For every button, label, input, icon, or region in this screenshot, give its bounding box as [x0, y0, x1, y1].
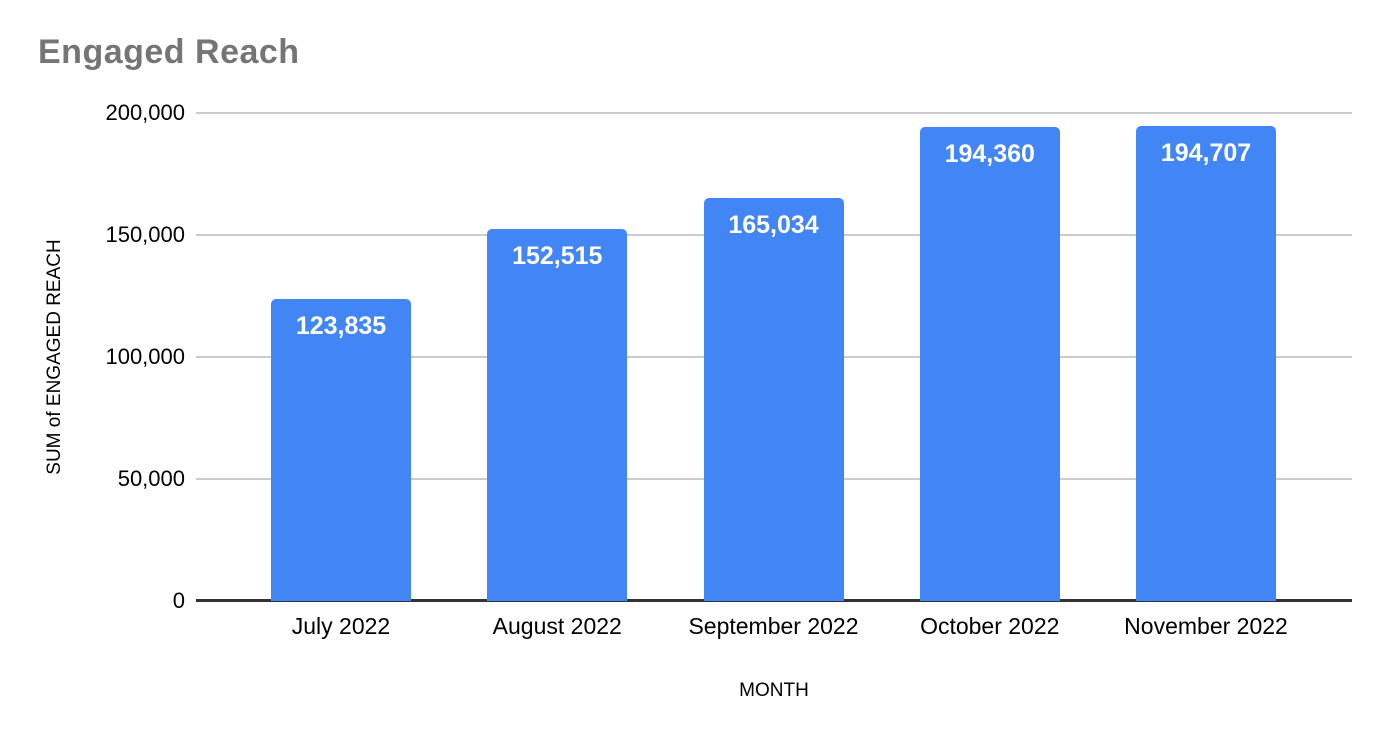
bar-august-2022[interactable]: 152,515 — [487, 228, 628, 601]
y-tick-label: 200,000 — [105, 100, 185, 125]
x-axis-title: MONTH — [739, 680, 809, 701]
gridline — [196, 112, 1352, 114]
bar-value-label: 165,034 — [728, 211, 819, 240]
y-tick-label: 50,000 — [117, 466, 185, 491]
bar-value-label: 152,515 — [512, 241, 603, 270]
bar-october-2022[interactable]: 194,360 — [919, 126, 1060, 601]
bar-value-label: 194,707 — [1160, 138, 1252, 167]
x-tick-label: October 2022 — [920, 613, 1060, 639]
chart-title: Engaged Reach — [38, 33, 300, 71]
x-tick-label: September 2022 — [688, 613, 859, 639]
y-tick-label: 150,000 — [105, 222, 185, 247]
y-tick-label: 100,000 — [105, 344, 185, 369]
plot-area: 123,835 152,515 165,034 194,360 194,707 — [196, 112, 1352, 602]
bar-november-2022[interactable]: 194,707 — [1136, 125, 1276, 601]
bar-september-2022[interactable]: 165,034 — [703, 198, 844, 601]
x-tick-label: July 2022 — [291, 613, 391, 639]
bar-value-label: 123,835 — [295, 311, 387, 340]
y-tick-label: 0 — [172, 588, 185, 613]
bar-value-label: 194,360 — [944, 139, 1035, 168]
bar-july-2022[interactable]: 123,835 — [271, 298, 411, 601]
x-tick-label: November 2022 — [1124, 613, 1288, 639]
x-tick-label: August 2022 — [492, 613, 622, 639]
